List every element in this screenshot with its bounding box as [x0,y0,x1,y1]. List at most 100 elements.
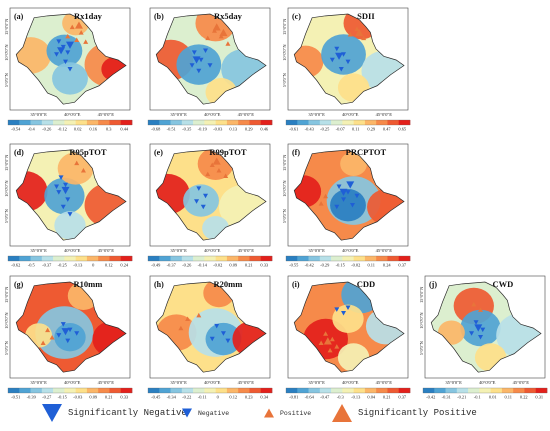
positive-trend-marker [323,193,329,199]
colour-bar-tick: 0.21 [245,263,253,268]
x-tick-label: 40°0'0"E [204,248,221,253]
colour-bar-outline [7,255,133,262]
panel-title: Rx5day [214,11,243,21]
colour-bar-outline [285,387,411,394]
x-tick-label: 35°0'0"E [30,112,47,117]
map-svg: (a) Rx1day 35°0'0"E 40°0'0"E 45°0'0"E 15°0'0"… [4,7,133,132]
negative-trend-marker [214,323,220,329]
negative-trend-marker [334,307,340,312]
significant-positive-marker [212,157,221,165]
positive-trend-marker [178,325,184,331]
negative-trend-marker [200,204,206,210]
country-outline [155,13,267,105]
negative-trend-marker [209,336,215,342]
panel-letter: (d) [14,148,24,157]
colour-bar-segment [398,120,411,125]
colour-bar-tick: 0.04 [367,395,375,400]
legend-item-negative: Negative [180,398,229,428]
negative-trend-marker [469,331,475,336]
x-tick-label: 45°0'0"E [376,112,393,117]
colour-bar-tick: -0.02 [351,263,360,268]
colour-bar-segment [387,388,400,393]
country-outline [15,149,127,241]
colour-bar-tick: 0.01 [489,395,497,400]
colour-bar-segment [19,388,31,393]
colour-bar-tick: -0.3 [337,395,345,400]
colour-bar-segment [376,388,388,393]
colour-bar-segment [387,256,400,261]
positive-trend-marker [225,41,231,46]
positive-trend-marker [196,312,202,318]
colour-bar-tick: 0.22 [520,395,528,400]
positive-trend-marker [83,39,89,44]
x-tick-label: 40°0'0"E [64,380,81,385]
colour-bar-segment [159,256,171,261]
x-tick-label: 40°0'0"E [342,112,359,117]
negative-trend-marker [341,311,347,316]
negative-trend-marker [67,66,73,72]
country-outline [15,13,127,105]
colour-bar-tick: -0.37 [42,263,52,268]
positive-trend-marker [323,331,329,336]
panel-letter: (e) [154,148,163,157]
colour-bar-segment [86,388,99,393]
x-tick-label: 45°0'0"E [238,112,255,117]
field-central-blue [44,177,85,215]
colour-bar-segment [342,388,354,393]
colour-bar-tick: -0.49 [151,263,161,268]
x-tick-label: 35°0'0"E [308,380,325,385]
positive-trend-marker [209,162,215,167]
colour-bar-segment [8,388,20,393]
positive-trend-marker [74,160,80,166]
legend-item-positive: Positive [262,398,311,428]
negative-trend-marker [341,197,347,202]
colour-bar-tick: 0.65 [398,127,406,132]
positive-trend-marker [211,28,217,33]
colour-bar-tick: 0.46 [260,127,268,132]
negative-trend-marker [74,331,80,336]
y-tick-label: 15°0'0"N [4,154,9,171]
x-tick-label: 45°0'0"E [513,380,530,385]
colour-bar-tick: -0.12 [58,127,67,132]
significant-positive-marker [212,23,221,31]
x-tick-label: 45°0'0"E [376,248,393,253]
colour-bar-tick: 0.21 [105,395,113,400]
colour-bar-segment [215,388,228,393]
colour-bar-tick: -0.13 [351,395,361,400]
colour-bar-segment [260,388,273,393]
colour-bar-segment [53,256,65,261]
colour-bar-segment [19,256,31,261]
significant-negative-marker [335,52,344,60]
colour-bar-segment [41,256,54,261]
negative-trend-marker [473,320,479,325]
colour-bar-segment [238,120,250,125]
significant-negative-marker [474,324,483,332]
legend-item-significantly-positive: Significantly Positive [330,398,477,428]
negative-trend-marker [196,186,202,191]
colour-bar-tick: 0.09 [89,395,97,400]
colour-bar-segment [308,388,321,393]
negative-trend-marker [478,334,484,340]
negative-trend-marker [345,190,351,195]
y-tick-label: 5°0'0"N [282,72,287,87]
colour-bar-segment [456,388,469,393]
field-central-blue [183,184,219,217]
positive-trend-marker [40,340,46,345]
x-tick-label: 45°0'0"E [238,380,255,385]
map-panel-r99ptot: (e) R99pTOT 35°0'0"E 40°0'0"E 45°0'0"E -0.49 -… [140,136,275,274]
negative-trend-marker [65,50,71,55]
colour-bar-segment [249,120,262,125]
field-central-blue [205,322,242,356]
colour-bar-segment [148,256,160,261]
x-tick-label: 40°0'0"E [204,112,221,117]
colour-bar-tick: -0.51 [167,127,176,132]
colour-bar-segment [364,256,377,261]
y-tick-label: 5°0'0"N [4,208,9,223]
panel-letter: (c) [292,12,301,21]
legend-marker [332,404,352,422]
up-triangle-icon [332,404,352,422]
negative-trend-marker [334,46,340,52]
negative-trend-marker [54,184,60,190]
colour-bar-segment [41,388,54,393]
negative-trend-marker [191,50,197,55]
